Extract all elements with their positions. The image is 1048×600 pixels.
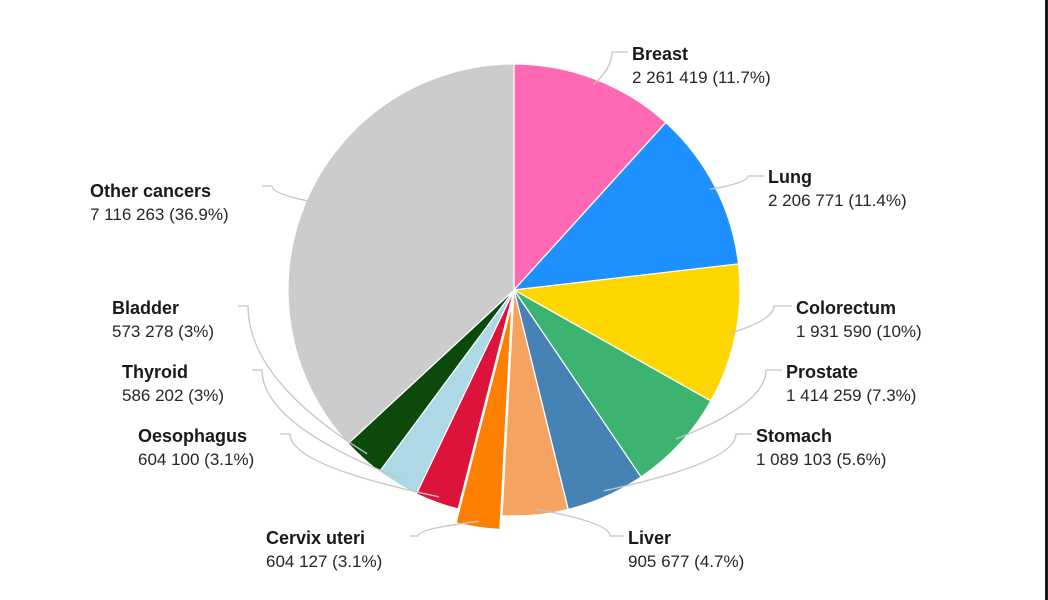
- leader-stomach: [603, 433, 752, 492]
- frame-border: [1045, 0, 1048, 600]
- label-value-bladder: 573 278 (3%): [112, 322, 214, 341]
- slice-lung: [512, 121, 740, 291]
- label-value-breast: 2 261 419 (11.7%): [632, 68, 771, 87]
- label-name-lung: Lung: [768, 167, 812, 187]
- label-name-stomach: Stomach: [756, 426, 832, 446]
- label-name-bladder: Bladder: [112, 298, 179, 318]
- slice-prostate: [513, 289, 712, 478]
- label-value-liver: 905 677 (4.7%): [628, 552, 744, 571]
- slice-cervix-uteri: [455, 303, 513, 531]
- label-name-thyroid: Thyroid: [122, 362, 188, 382]
- slice-colorectum: [512, 263, 741, 402]
- leader-liver: [534, 508, 624, 537]
- leader-lines: [238, 51, 792, 537]
- label-name-oesophagus: Oesophagus: [138, 426, 247, 446]
- label-value-cervix-uteri: 604 127 (3.1%): [266, 552, 382, 571]
- leader-lung: [709, 175, 764, 191]
- label-name-liver: Liver: [628, 528, 671, 548]
- pie-slices: [287, 63, 741, 531]
- label-value-thyroid: 586 202 (3%): [122, 386, 224, 405]
- leader-other-cancers: [262, 185, 313, 203]
- slice-labels: Breast 2 261 419 (11.7%) Lung 2 206 771 (11…: [90, 44, 922, 571]
- slice-other-cancers: [287, 63, 515, 445]
- label-value-prostate: 1 414 259 (7.3%): [786, 386, 916, 405]
- slice-liver: [501, 289, 569, 517]
- slice-breast: [513, 63, 667, 292]
- leader-bladder: [238, 305, 368, 455]
- label-value-oesophagus: 604 100 (3.1%): [138, 450, 254, 469]
- label-name-breast: Breast: [632, 44, 688, 64]
- label-value-colorectum: 1 931 590 (10%): [796, 322, 922, 341]
- leader-breast: [592, 51, 628, 86]
- label-value-lung: 2 206 771 (11.4%): [768, 191, 907, 210]
- label-name-other-cancers: Other cancers: [90, 181, 211, 201]
- leader-prostate: [675, 369, 782, 440]
- leader-colorectum: [729, 305, 792, 335]
- leader-cervix-uteri: [410, 520, 479, 537]
- leader-thyroid: [252, 369, 401, 480]
- label-name-colorectum: Colorectum: [796, 298, 896, 318]
- label-name-prostate: Prostate: [786, 362, 858, 382]
- label-value-other-cancers: 7 116 263 (36.9%): [90, 205, 229, 224]
- label-value-stomach: 1 089 103 (5.6%): [756, 450, 886, 469]
- leader-oesophagus: [280, 433, 440, 498]
- label-name-cervix-uteri: Cervix uteri: [266, 528, 365, 548]
